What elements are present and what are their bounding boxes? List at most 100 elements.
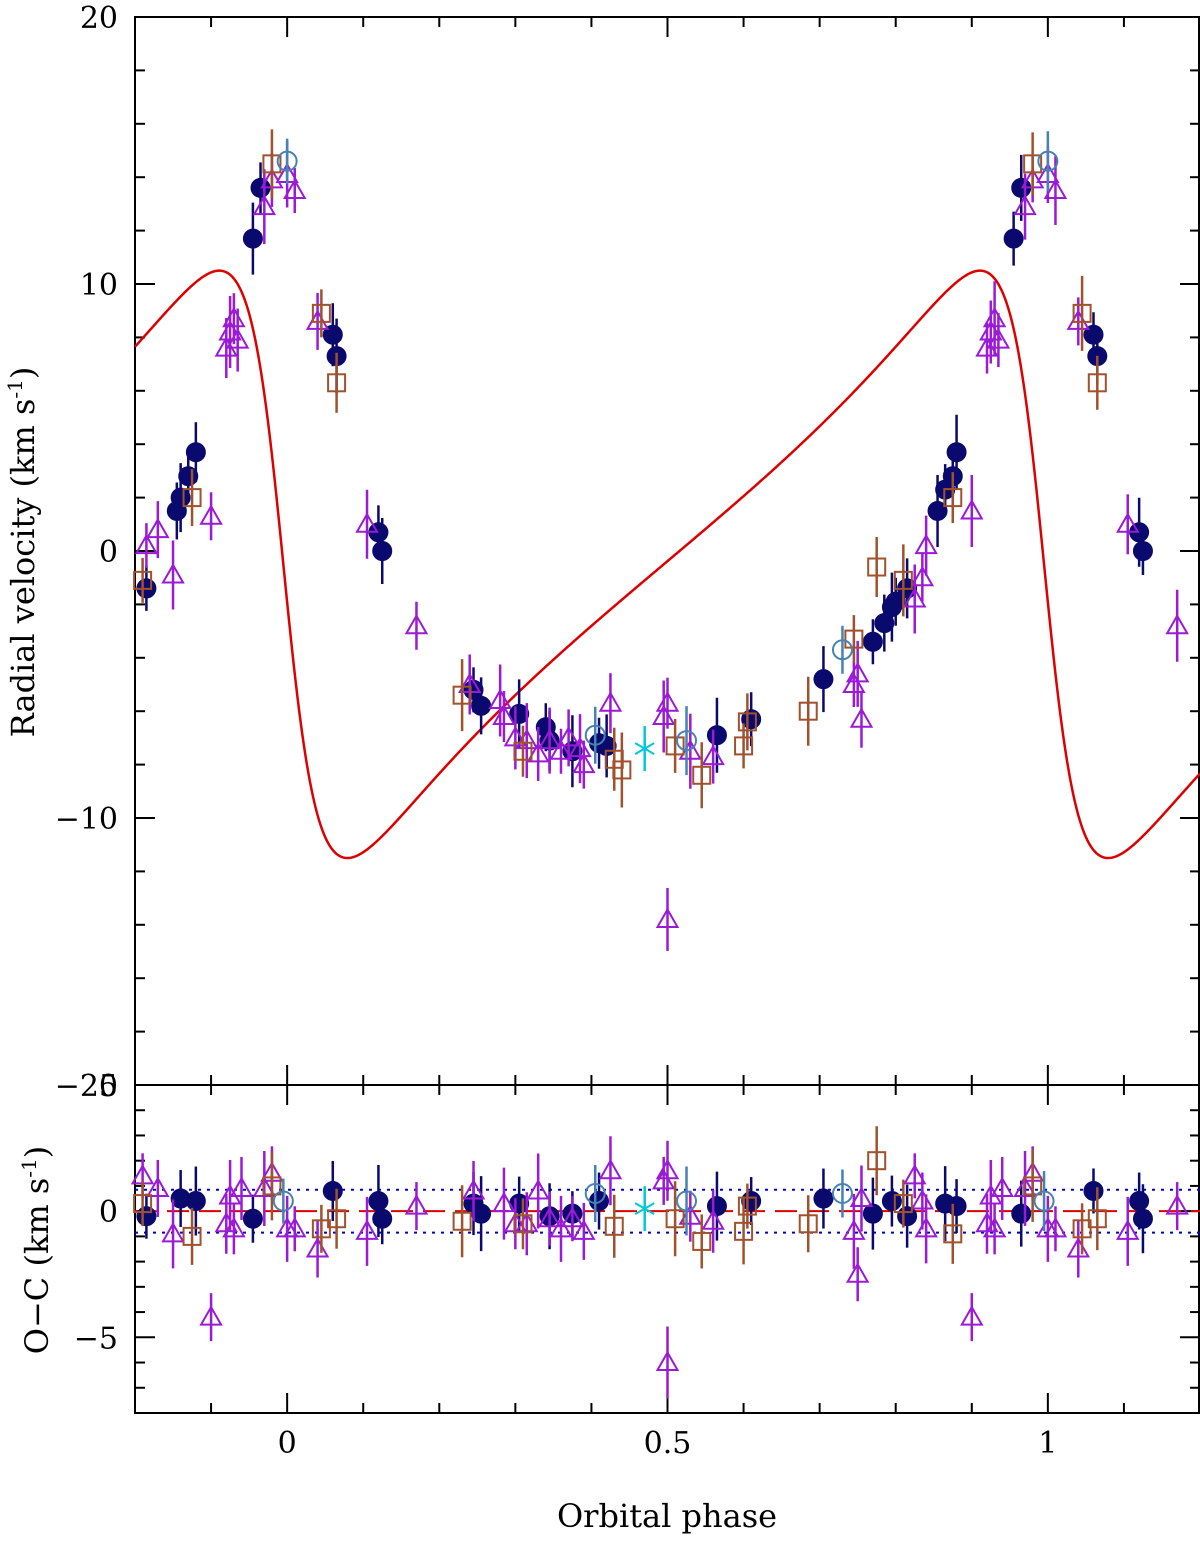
data-point (133, 570, 153, 590)
data-point (182, 488, 202, 508)
series-open-triangles (134, 141, 1189, 951)
data-point (185, 442, 206, 463)
data-point (946, 1196, 967, 1217)
data-point (355, 1219, 379, 1240)
y-tick-label: 5 (99, 1069, 118, 1104)
data-point (1023, 1176, 1043, 1196)
data-point (885, 591, 906, 612)
data-point (526, 1178, 550, 1200)
data-point (1043, 1216, 1068, 1238)
data-point (831, 639, 853, 661)
data-point (960, 1305, 984, 1326)
rv-panel: 20 10 0 −10 −20 (55, 1, 1200, 1104)
y-tick-label: −20 (55, 1069, 118, 1104)
rv-y-axis-label-close: ) (4, 367, 42, 379)
data-point (831, 1182, 853, 1204)
data-point (862, 631, 883, 652)
data-point (867, 557, 887, 577)
data-point (914, 1216, 938, 1238)
x-tick-label: 1 (1038, 1426, 1057, 1461)
asterisk-stroke (634, 1202, 655, 1215)
data-point (737, 712, 757, 732)
series-open-triangles (130, 1136, 1189, 1399)
data-point (225, 328, 250, 349)
oc-y-axis-label-close: ) (18, 1146, 56, 1158)
data-point (1087, 373, 1107, 393)
data-point (1003, 228, 1024, 249)
data-point (199, 1305, 223, 1326)
series-open-circles (272, 1164, 1055, 1236)
data-point (161, 563, 185, 584)
data-point (1013, 194, 1037, 216)
data-point (404, 1194, 429, 1215)
data-point (311, 1219, 331, 1239)
data-point (322, 1180, 343, 1201)
data-point (199, 504, 223, 525)
data-point (1043, 178, 1068, 200)
data-point (526, 741, 550, 763)
data-point (222, 1216, 246, 1238)
y-tick-label: 20 (80, 1, 118, 36)
data-point (134, 533, 159, 555)
data-point (1023, 154, 1043, 174)
data-point (665, 1209, 685, 1229)
data-point (634, 1197, 655, 1220)
data-point (692, 1231, 712, 1251)
data-point (692, 765, 712, 785)
data-point (914, 533, 938, 555)
x-tick-label: 0 (278, 1426, 297, 1461)
data-point (604, 1216, 624, 1236)
data-point (867, 1151, 887, 1171)
oc-y-axis-label: O−C (km s-1) (17, 1146, 56, 1354)
data-point (182, 1226, 202, 1246)
data-point (813, 669, 834, 690)
data-point (584, 1182, 606, 1204)
data-point (283, 1216, 307, 1238)
data-point (862, 1203, 883, 1224)
data-point (706, 725, 727, 746)
oc-y-axis-label-text: O−C (km s (18, 1178, 56, 1355)
data-point (676, 730, 698, 752)
data-point (276, 150, 298, 172)
data-point (1083, 1180, 1104, 1201)
data-point (133, 1194, 153, 1214)
x-axis-label: Orbital phase (557, 1497, 777, 1535)
series-open-squares (133, 1126, 1107, 1269)
data-point (813, 1188, 834, 1209)
series-open-squares (133, 129, 1107, 809)
data-point (229, 1176, 254, 1197)
data-point (492, 704, 516, 726)
data-point (655, 1350, 680, 1372)
data-point (842, 672, 866, 693)
data-point (927, 500, 948, 521)
x-tick-label: 0.5 (644, 1426, 692, 1461)
data-point (706, 1196, 727, 1217)
data-point (218, 1183, 242, 1205)
data-point (355, 512, 379, 533)
data-point (368, 1191, 389, 1212)
data-point (881, 1191, 902, 1212)
data-point (146, 1176, 170, 1197)
data-point (943, 488, 963, 508)
data-point (612, 760, 632, 780)
data-point (556, 725, 581, 747)
data-point (1165, 613, 1189, 635)
data-point (893, 570, 913, 590)
data-point (549, 1216, 573, 1238)
data-point (1072, 303, 1092, 323)
data-point (943, 1224, 963, 1244)
data-point (893, 1194, 913, 1214)
data-point (537, 728, 562, 750)
data-point (262, 1176, 282, 1196)
y-tick-label: −10 (55, 802, 118, 837)
data-point (242, 228, 263, 249)
data-point (798, 701, 818, 721)
data-point (676, 1190, 698, 1212)
y-tick-label: 0 (99, 535, 118, 570)
data-point (1037, 150, 1059, 172)
data-point (513, 741, 533, 761)
data-point (492, 1191, 516, 1213)
rv-y-axis-label-sup: -1 (3, 379, 27, 398)
data-point (665, 736, 685, 756)
